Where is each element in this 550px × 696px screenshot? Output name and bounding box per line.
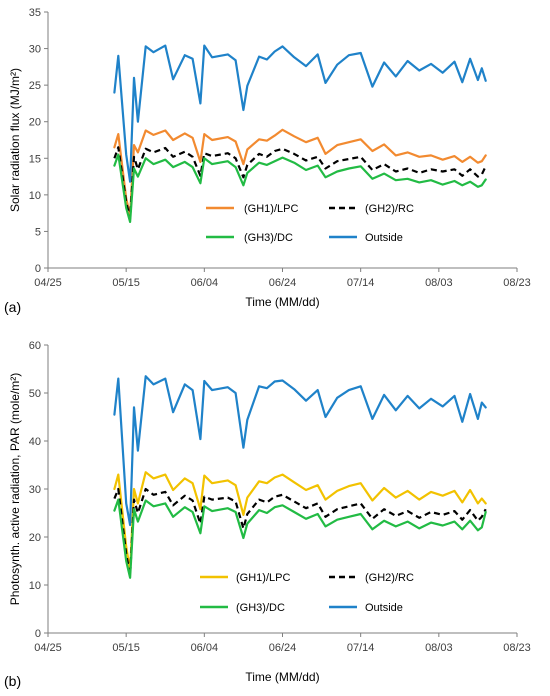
x-tick-label: 06/24 <box>269 642 297 654</box>
legend-label: (GH2)/RC <box>365 572 414 584</box>
series-line-gh2-rc <box>113 146 487 220</box>
y-tick-label: 0 <box>35 263 41 275</box>
x-tick-label: 05/15 <box>112 277 140 289</box>
y-tick-label: 35 <box>29 7 41 19</box>
y-tick-label: 25 <box>29 80 41 92</box>
y-axis-title: Solar radiation flux (MJ/m²) <box>8 68 22 212</box>
y-tick-label: 20 <box>29 532 41 544</box>
y-tick-label: 5 <box>35 226 41 238</box>
y-tick-label: 30 <box>29 44 41 56</box>
x-tick-label: 04/25 <box>34 277 62 289</box>
series-line-gh1-lpc <box>113 128 487 217</box>
x-axis-title: Time (MM/dd) <box>245 295 319 309</box>
y-tick-label: 40 <box>29 436 41 448</box>
y-tick-label: 20 <box>29 117 41 129</box>
x-tick-label: 08/03 <box>425 277 453 289</box>
y-tick-label: 10 <box>29 580 41 592</box>
y-tick-label: 0 <box>35 628 41 640</box>
legend-label: (GH3)/DC <box>236 602 285 614</box>
series-line-gh1-lpc <box>113 471 487 572</box>
legend-label: (GH1)/LPC <box>244 203 298 215</box>
legend-label: Outside <box>365 232 403 244</box>
x-tick-label: 06/04 <box>191 277 219 289</box>
series-line-gh3-dc <box>113 153 487 223</box>
x-tick-label: 08/23 <box>503 277 531 289</box>
y-tick-label: 60 <box>29 340 41 352</box>
panel-tag: (b) <box>4 673 21 689</box>
x-tick-label: 08/03 <box>425 642 453 654</box>
series-line-outside <box>113 375 487 527</box>
y-tick-label: 50 <box>29 388 41 400</box>
series-line-gh2-rc <box>113 487 487 577</box>
legend-label: (GH3)/DC <box>244 232 293 244</box>
y-axis-title: Photosynth. active radiation, PAR (mole/… <box>8 373 22 606</box>
legend-label: (GH2)/RC <box>365 203 414 215</box>
y-tick-label: 30 <box>29 484 41 496</box>
x-tick-label: 06/04 <box>191 642 219 654</box>
panel-tag: (a) <box>4 299 21 315</box>
y-tick-label: 15 <box>29 153 41 165</box>
series-line-outside <box>113 44 487 183</box>
y-tick-label: 10 <box>29 190 41 202</box>
series-line-gh3-dc <box>113 498 487 579</box>
x-axis-title: Time (MM/dd) <box>245 670 319 684</box>
x-tick-label: 07/14 <box>347 277 375 289</box>
x-tick-label: 04/25 <box>34 642 62 654</box>
x-tick-label: 08/23 <box>503 642 531 654</box>
x-tick-label: 06/24 <box>269 277 297 289</box>
legend-label: (GH1)/LPC <box>236 572 290 584</box>
legend-label: Outside <box>365 602 403 614</box>
x-tick-label: 07/14 <box>347 642 375 654</box>
x-tick-label: 05/15 <box>112 642 140 654</box>
